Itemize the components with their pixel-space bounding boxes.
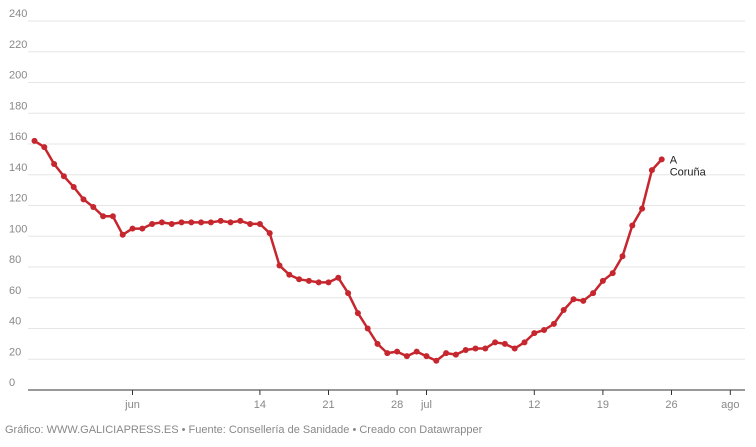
data-point (188, 219, 195, 226)
data-point (452, 351, 459, 358)
y-tick-label: 180 (9, 100, 27, 112)
data-point (266, 230, 273, 237)
data-point (315, 279, 322, 286)
x-tick-label: jul (420, 399, 432, 411)
x-tick-label: 12 (528, 399, 540, 411)
y-tick-label: 0 (9, 377, 15, 389)
data-point (541, 327, 548, 334)
chart-footer: Gráfico: WWW.GALICIAPRESS.ES • Fuente: C… (5, 424, 483, 436)
data-point (511, 345, 518, 352)
data-point (80, 196, 87, 203)
x-axis: jun 14 21 28 jul 12 19 26 ago (124, 390, 739, 411)
data-point (31, 137, 38, 144)
data-point (374, 340, 381, 347)
data-point (531, 330, 538, 337)
x-tick-label: ago (721, 399, 739, 411)
y-tick-label: 160 (9, 131, 27, 143)
data-point (413, 348, 420, 355)
data-point (286, 271, 293, 278)
data-point (345, 290, 352, 297)
y-axis: 0 20 40 60 80 100 120 140 160 180 200 220 240 (9, 8, 27, 389)
data-point (51, 160, 58, 167)
data-point (423, 353, 430, 360)
data-point (492, 339, 499, 346)
y-tick-label: 240 (9, 8, 27, 20)
data-point (276, 262, 283, 269)
data-point (394, 348, 401, 355)
y-tick-label: 140 (9, 162, 27, 174)
data-point (168, 220, 175, 227)
x-tick-label: 28 (391, 399, 403, 411)
data-point (70, 184, 77, 191)
data-point (403, 353, 410, 360)
data-point (90, 204, 97, 211)
y-tick-label: 80 (9, 254, 21, 266)
y-tick-label: 40 (9, 316, 21, 328)
x-tick-label: jun (124, 399, 140, 411)
y-tick-label: 200 (9, 70, 27, 82)
line-chart: 0 20 40 60 80 100 120 140 160 180 200 220 240 jun 14 2… (9, 8, 745, 411)
data-point (129, 225, 136, 232)
data-point (256, 220, 263, 227)
data-point (335, 274, 342, 281)
x-tick-label: 26 (665, 399, 677, 411)
gridlines (28, 20, 745, 391)
data-point (384, 350, 391, 357)
data-point (629, 222, 636, 229)
data-point (639, 205, 646, 212)
y-tick-label: 120 (9, 193, 27, 205)
data-point (590, 290, 597, 297)
data-point (198, 219, 205, 226)
data-point (109, 213, 116, 220)
y-tick-label: 20 (9, 346, 21, 358)
data-point (501, 340, 508, 347)
data-point (237, 217, 244, 224)
series-line (33, 139, 663, 363)
data-point (560, 307, 567, 314)
data-point (296, 276, 303, 283)
data-point (217, 217, 224, 224)
data-point (482, 345, 489, 352)
data-point (178, 219, 185, 226)
data-point (550, 320, 557, 327)
data-point (580, 297, 587, 304)
series-layer: A Coruña (31, 137, 707, 364)
data-point (247, 220, 254, 227)
data-point (119, 231, 126, 238)
data-point (354, 310, 361, 317)
y-tick-label: 100 (9, 223, 27, 235)
data-point (570, 296, 577, 303)
data-point (149, 220, 156, 227)
data-point (41, 144, 48, 151)
data-point (433, 357, 440, 364)
data-point (305, 277, 312, 284)
x-tick-label: 19 (597, 399, 609, 411)
data-point (364, 325, 371, 332)
data-point (227, 219, 234, 226)
data-point (462, 347, 469, 354)
data-point (158, 219, 165, 226)
data-point (207, 219, 214, 226)
x-tick-label: 14 (254, 399, 266, 411)
data-point (658, 156, 665, 163)
data-point (325, 279, 332, 286)
data-point (100, 213, 107, 220)
data-point (648, 167, 655, 174)
data-point (599, 277, 606, 284)
data-point (521, 339, 528, 346)
y-tick-label: 60 (9, 285, 21, 297)
x-tick-label: 21 (322, 399, 334, 411)
data-point (60, 173, 67, 180)
data-point (609, 270, 616, 277)
data-point (619, 253, 626, 260)
data-point (472, 345, 479, 352)
data-point (139, 225, 146, 232)
series-label: A Coruña (670, 154, 707, 178)
y-tick-label: 220 (9, 39, 27, 51)
data-point (443, 350, 450, 357)
